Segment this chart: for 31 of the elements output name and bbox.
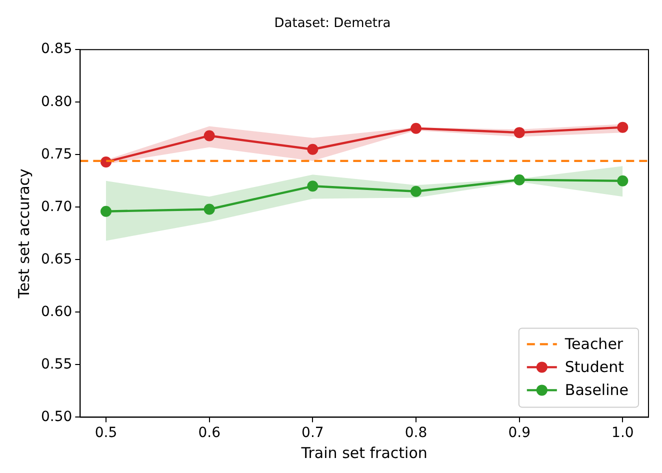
point: [204, 130, 215, 142]
x-tick-label: 1.0: [612, 425, 634, 442]
y-tick-label: 0.75: [41, 146, 72, 162]
y-tick-label: 0.70: [41, 198, 72, 215]
point: [100, 206, 112, 217]
y-tick-label: 0.80: [41, 94, 72, 110]
point: [307, 180, 318, 192]
y-axis-title: Test set accuracy: [14, 168, 33, 300]
legend-label: Baseline: [564, 381, 629, 400]
x-tick-label: 0.5: [94, 425, 118, 442]
x-tick-label: 0.8: [404, 425, 428, 442]
legend-label: Teacher: [564, 335, 624, 354]
y-tick-label: 0.50: [41, 408, 72, 425]
x-tick-label: 0.7: [302, 425, 324, 442]
legend-label: Student: [564, 358, 624, 376]
point: [617, 122, 628, 133]
point: [617, 175, 628, 186]
point: [307, 144, 318, 155]
point: [410, 122, 422, 134]
x-tick-label: 0.6: [198, 425, 221, 442]
point: [204, 204, 215, 215]
y-tick-label: 0.55: [41, 356, 72, 372]
x-axis-title: Train set fraction: [300, 444, 428, 462]
point: [514, 127, 525, 138]
point: [410, 186, 422, 197]
chart-title: Dataset: Demetra: [274, 16, 391, 32]
y-tick-label: 0.85: [41, 41, 72, 58]
y-tick-label: 0.60: [41, 304, 72, 320]
y-tick-label: 0.65: [41, 251, 72, 268]
x-tick-label: 0.9: [508, 425, 530, 442]
point: [514, 174, 525, 186]
